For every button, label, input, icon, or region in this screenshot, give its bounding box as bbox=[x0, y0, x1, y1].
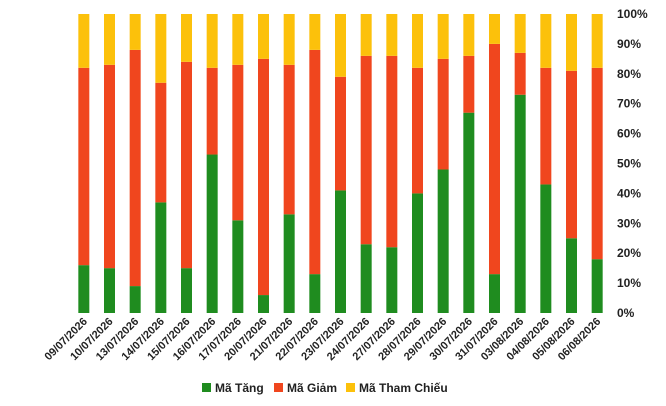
bar-segment-giam-18 bbox=[514, 52, 526, 95]
bar-segment-tham-chieu-21 bbox=[591, 14, 603, 68]
bar-segment-tham-chieu-6 bbox=[206, 14, 218, 68]
bar-segment-tang-2 bbox=[104, 268, 115, 313]
bar-segment-tang-12 bbox=[360, 244, 372, 313]
bar-segment-tang-3 bbox=[129, 286, 141, 313]
legend-swatch bbox=[202, 383, 211, 392]
bar-segment-tang-7 bbox=[232, 220, 244, 313]
legend-label: Mã Tăng bbox=[215, 381, 264, 395]
bar-segment-tham-chieu-11 bbox=[335, 14, 346, 77]
bar-segment-tham-chieu-13 bbox=[386, 14, 398, 56]
bar-segment-tham-chieu-5 bbox=[181, 14, 192, 62]
bar-segment-tham-chieu-19 bbox=[540, 14, 552, 68]
y-tick-label: 100% bbox=[617, 7, 648, 21]
bar-segment-tham-chieu-14 bbox=[412, 14, 423, 68]
bar-segment-tang-4 bbox=[155, 202, 167, 313]
bar-segment-giam-12 bbox=[360, 55, 372, 245]
bar-segment-tham-chieu-12 bbox=[360, 14, 372, 56]
legend-swatch bbox=[346, 383, 355, 392]
bar-segment-giam-15 bbox=[437, 58, 449, 170]
bar-segment-tang-13 bbox=[386, 247, 398, 313]
y-tick-label: 50% bbox=[617, 157, 641, 171]
y-axis: 0% 10% 20% 30% 40% 50% 60% 70% 80% 90% 100% bbox=[617, 7, 648, 320]
bar-segment-tham-chieu-18 bbox=[514, 14, 526, 53]
bar-segment-tham-chieu-9 bbox=[283, 14, 295, 65]
bar-segment-giam-11 bbox=[335, 76, 346, 191]
bar-segment-tham-chieu-17 bbox=[489, 14, 500, 44]
y-tick-label: 90% bbox=[617, 37, 641, 51]
y-tick-label: 0% bbox=[617, 306, 635, 320]
bar-segment-tang-14 bbox=[412, 193, 423, 313]
bar-segment-giam-8 bbox=[258, 58, 269, 296]
bar-segment-giam-6 bbox=[206, 67, 218, 155]
bar-segment-tang-6 bbox=[206, 154, 218, 313]
y-tick-label: 10% bbox=[617, 276, 641, 290]
bar-segment-tham-chieu-4 bbox=[155, 14, 167, 83]
bar-segment-tham-chieu-20 bbox=[566, 14, 577, 71]
y-tick-label: 60% bbox=[617, 127, 641, 141]
bar-segment-tang-21 bbox=[591, 259, 603, 313]
bar-segment-tham-chieu-7 bbox=[232, 14, 244, 65]
bar-segment-giam-17 bbox=[489, 43, 500, 275]
bar-segment-tang-20 bbox=[566, 238, 577, 313]
bar-segment-giam-19 bbox=[540, 67, 552, 185]
bar-segment-giam-3 bbox=[129, 49, 141, 287]
bar-segment-tang-9 bbox=[283, 214, 295, 313]
legend-label: Mã Giảm bbox=[287, 381, 337, 395]
bar-segment-tham-chieu-8 bbox=[258, 14, 269, 59]
bar-segment-tham-chieu-3 bbox=[129, 14, 141, 50]
y-tick-label: 20% bbox=[617, 246, 641, 260]
bar-segment-giam-16 bbox=[463, 55, 475, 113]
bar-segment-tang-5 bbox=[181, 268, 192, 313]
bar-segment-tang-1 bbox=[78, 265, 90, 313]
bar-segment-giam-4 bbox=[155, 82, 167, 203]
bar-segment-giam-10 bbox=[309, 49, 321, 275]
bar-segment-giam-14 bbox=[412, 67, 423, 194]
bar-segment-giam-1 bbox=[78, 67, 90, 266]
bar-segment-tham-chieu-15 bbox=[437, 14, 449, 59]
bar-segment-giam-2 bbox=[104, 64, 115, 269]
x-axis: 09/07/202610/07/202613/07/202614/07/2026… bbox=[43, 316, 604, 363]
legend: Mã Tăng Mã Giảm Mã Tham Chiếu bbox=[202, 381, 448, 395]
bar-segment-giam-13 bbox=[386, 55, 398, 248]
y-tick-label: 80% bbox=[617, 67, 641, 81]
bar-segment-tang-15 bbox=[437, 169, 449, 313]
bar-segment-giam-7 bbox=[232, 64, 244, 221]
bar-segment-tang-11 bbox=[335, 190, 346, 313]
legend-label: Mã Tham Chiếu bbox=[359, 381, 448, 395]
bar-segment-giam-20 bbox=[566, 70, 577, 239]
bar-segment-tang-18 bbox=[514, 94, 526, 313]
bar-segment-tang-8 bbox=[258, 295, 269, 313]
bar-segment-tham-chieu-1 bbox=[78, 14, 90, 68]
bar-segment-tham-chieu-10 bbox=[309, 14, 321, 50]
bar-segment-tham-chieu-2 bbox=[104, 14, 115, 65]
y-tick-label: 30% bbox=[617, 216, 641, 230]
bar-segment-tang-10 bbox=[309, 274, 321, 313]
bar-segment-tang-19 bbox=[540, 184, 552, 313]
bars-layer bbox=[78, 14, 603, 313]
y-tick-label: 70% bbox=[617, 97, 641, 111]
bar-segment-tang-17 bbox=[489, 274, 500, 313]
bar-segment-giam-21 bbox=[591, 67, 603, 260]
bar-segment-tham-chieu-16 bbox=[463, 14, 475, 56]
legend-swatch bbox=[274, 383, 283, 392]
bar-segment-tang-16 bbox=[463, 112, 475, 313]
bar-segment-giam-9 bbox=[283, 64, 295, 215]
bar-segment-giam-5 bbox=[181, 61, 192, 269]
y-tick-label: 40% bbox=[617, 186, 641, 200]
